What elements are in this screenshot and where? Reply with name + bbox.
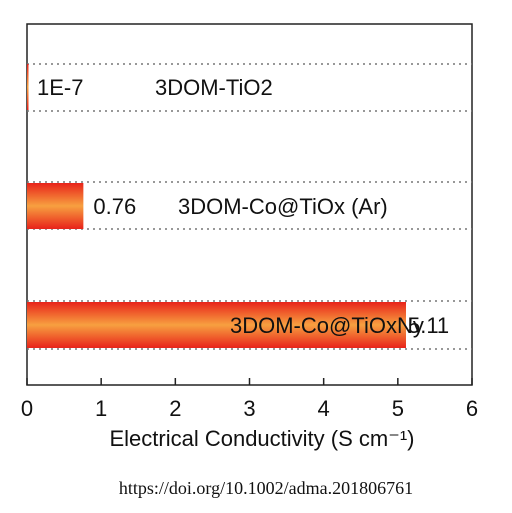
bar <box>27 64 29 110</box>
bar <box>27 302 406 348</box>
value-label: 0.76 <box>93 194 136 219</box>
bar <box>27 183 84 229</box>
x-tick-label: 4 <box>318 396 330 421</box>
x-tick-label: 6 <box>466 396 478 421</box>
value-label: 5.11 <box>408 313 449 338</box>
x-tick-label: 5 <box>392 396 404 421</box>
row-guides <box>27 63 472 350</box>
x-tick-label: 0 <box>21 396 33 421</box>
x-tick-label: 2 <box>169 396 181 421</box>
x-tick-label: 1 <box>95 396 107 421</box>
category-label: 3DOM-Co@TiOxNy <box>230 313 424 338</box>
source: https://doi.org/10.1002/adma.201806761 <box>119 478 413 498</box>
x-axis-title: Electrical Conductivity (S cm⁻¹) <box>109 426 414 451</box>
category-label: 3DOM-Co@TiOx (Ar) <box>178 194 388 219</box>
value-label: 1E-7 <box>37 75 83 100</box>
category-label: 3DOM-TiO2 <box>155 75 273 100</box>
x-tick-label: 3 <box>243 396 255 421</box>
